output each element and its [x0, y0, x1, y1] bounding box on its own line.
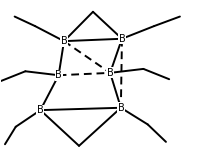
Text: B: B — [61, 36, 67, 46]
Text: B: B — [107, 68, 114, 78]
Text: B: B — [55, 70, 62, 80]
Text: B: B — [37, 105, 44, 115]
Text: B: B — [118, 103, 124, 113]
Text: B: B — [119, 34, 125, 44]
